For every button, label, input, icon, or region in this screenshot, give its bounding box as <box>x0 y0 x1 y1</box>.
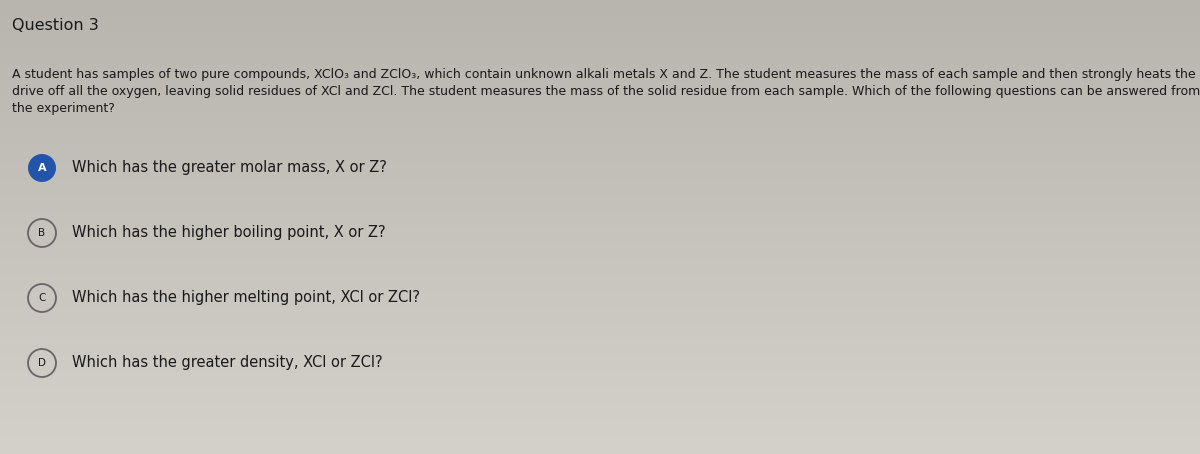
Text: A: A <box>37 163 47 173</box>
Text: D: D <box>38 358 46 368</box>
Ellipse shape <box>28 154 56 182</box>
Text: B: B <box>38 228 46 238</box>
Text: Which has the greater density, XCl or ZCl?: Which has the greater density, XCl or ZC… <box>72 355 383 370</box>
Text: C: C <box>38 293 46 303</box>
Text: drive off all the oxygen, leaving solid residues of XCl and ZCl. The student mea: drive off all the oxygen, leaving solid … <box>12 85 1200 98</box>
Text: the experiment?: the experiment? <box>12 102 115 115</box>
Text: A student has samples of two pure compounds, XClO₃ and ZClO₃, which contain unkn: A student has samples of two pure compou… <box>12 68 1200 81</box>
Text: Which has the greater molar mass, X or Z?: Which has the greater molar mass, X or Z… <box>72 160 386 175</box>
Text: Which has the higher boiling point, X or Z?: Which has the higher boiling point, X or… <box>72 225 385 240</box>
Text: Which has the higher melting point, XCl or ZCl?: Which has the higher melting point, XCl … <box>72 290 420 305</box>
Text: Question 3: Question 3 <box>12 18 98 33</box>
